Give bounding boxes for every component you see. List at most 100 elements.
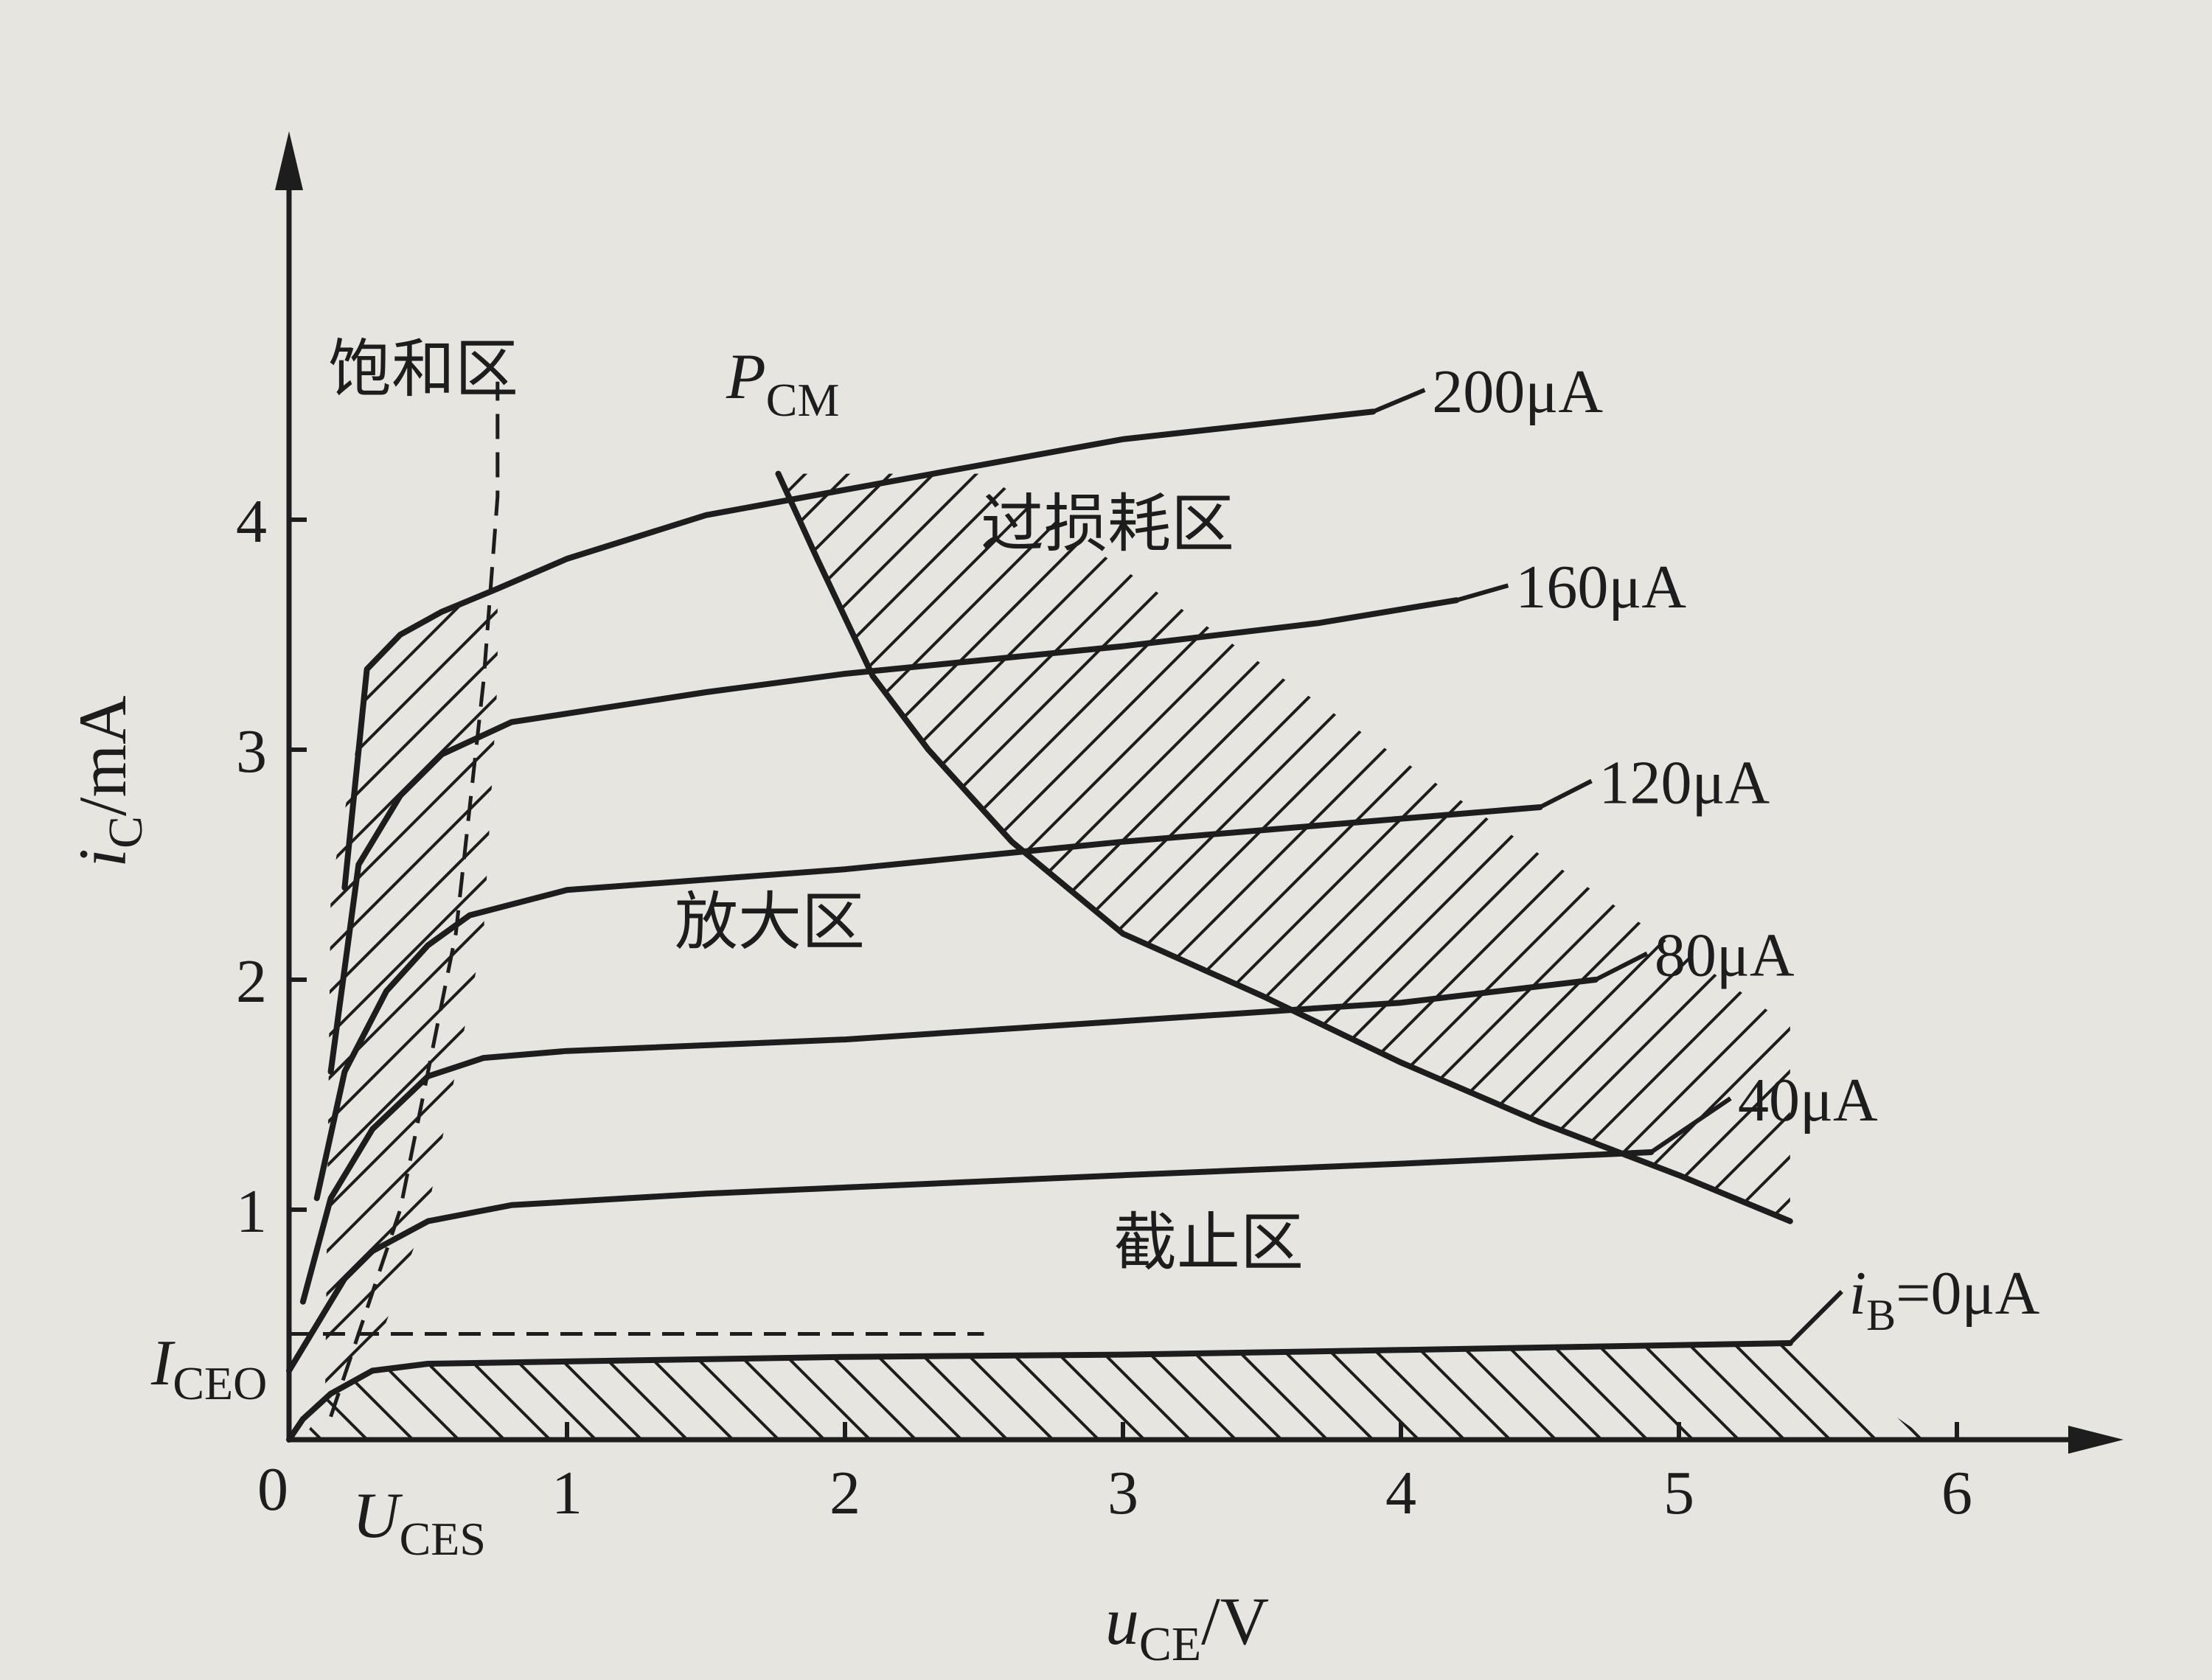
hatch-stroke (302, 1343, 1798, 1440)
uces-label-sub: CES (400, 1513, 486, 1565)
hatch-stroke (302, 1343, 1340, 1440)
hatch-stroke (302, 1343, 1889, 1440)
series-label-leader (1372, 388, 1426, 414)
x-axis-label-main: u (1105, 1583, 1139, 1659)
region-label-amplification: 放大区 (675, 885, 865, 959)
ib-curve-line (299, 977, 1599, 1305)
hatch-stroke (302, 1343, 792, 1440)
origin-label: 0 (257, 1455, 288, 1524)
hatch-stroke (778, 473, 1790, 1221)
iceo-label-main: I (150, 1328, 175, 1399)
hatch-stroke (302, 1343, 1615, 1440)
region-label-saturation: 饱和区 (328, 332, 518, 406)
hatch-stroke (302, 1343, 1066, 1440)
hatch-stroke (302, 1343, 1432, 1440)
hatch-stroke (778, 473, 1790, 1221)
series-label-rest: =0μA (1896, 1259, 2039, 1328)
pcm-curve-line (775, 470, 1793, 1224)
hatch-stroke (302, 1343, 1158, 1440)
axis-ticks: 1 2 3 4 5 6 1 2 3 4 (236, 487, 1972, 1527)
hatch-stroke (302, 1343, 1523, 1440)
hatch-stroke (302, 1343, 1660, 1440)
x-tick-label: 2 (830, 1459, 860, 1527)
series-label-leader (1649, 1096, 1732, 1154)
x-tick-label: 5 (1663, 1459, 1694, 1527)
ib-curve-line (341, 408, 1377, 891)
iceo-label: ICEO (150, 1328, 267, 1409)
series-label: iB=0μA (1849, 1259, 2040, 1339)
hatch-stroke (302, 1343, 1930, 1440)
series-label-leader (1539, 778, 1593, 809)
y-axis-label-unit: /mA (65, 695, 140, 816)
x-axis-label-unit: /V (1201, 1583, 1269, 1659)
hatch-stroke (302, 1343, 1478, 1440)
y-tick-label: 4 (236, 487, 267, 556)
series-label: 200μA (1432, 358, 1603, 426)
series-label-leader (1594, 951, 1649, 982)
hatch-stroke (778, 473, 1790, 1221)
series-label-leader (1455, 583, 1509, 603)
hatch-stroke (778, 473, 1790, 1221)
y-tick-label: 1 (236, 1177, 267, 1246)
hatch-stroke (343, 1343, 1930, 1440)
x-axis-label-sub: CE (1139, 1617, 1201, 1671)
hatch-stroke (778, 473, 1790, 1221)
hatch-stroke (302, 1343, 1386, 1440)
hatch-stroke (302, 1343, 1752, 1440)
uces-label: UCES (352, 1480, 486, 1565)
hatch-stroke (325, 584, 498, 1394)
y-tick-label: 2 (236, 947, 267, 1016)
uces-label-main: U (352, 1480, 403, 1552)
ib-curve-line (286, 1149, 1655, 1374)
hatch-stroke (302, 1343, 1706, 1440)
region-label-cutoff: 截止区 (1113, 1206, 1304, 1280)
hatch-stroke (302, 1343, 1112, 1440)
y-tick-label: 3 (236, 717, 267, 786)
series-label-leader (1788, 1289, 1843, 1345)
hatch-stroke (302, 1343, 1843, 1440)
hatch-stroke (302, 1343, 746, 1440)
axes (275, 131, 2124, 1454)
hatch-stroke (434, 1343, 1930, 1440)
ib-curve-line (327, 597, 1460, 1075)
x-axis-label: uCE/V (1105, 1583, 1269, 1671)
hatch-stroke (302, 1343, 1203, 1440)
ib-curve-line (286, 1340, 1793, 1443)
hatch-stroke (302, 1343, 655, 1440)
y-axis-label-sub: C (99, 816, 153, 848)
x-tick-label: 1 (552, 1459, 582, 1527)
region-label-overloss: 过损耗区 (981, 487, 1234, 561)
x-tick-label: 3 (1107, 1459, 1138, 1527)
hatch-stroke (325, 584, 498, 1394)
hatch-stroke (302, 1343, 1249, 1440)
pcm-label-main: P (726, 341, 766, 413)
saturation-boundary-dashed-line (329, 381, 500, 1418)
series-label-sub: B (1866, 1291, 1896, 1339)
hatch-stroke (778, 473, 1790, 1221)
hatch-stroke (302, 1343, 838, 1440)
hatch-stroke (302, 1343, 929, 1440)
y-axis-label: iC/mA (65, 695, 153, 867)
hatch-stroke (778, 473, 1790, 1221)
hatch-stroke (325, 584, 498, 1394)
hatch-stroke (302, 1343, 975, 1440)
hatch-stroke (302, 1343, 1020, 1440)
hatch-stroke (302, 1343, 700, 1440)
hatch-stroke (302, 1343, 1295, 1440)
guide-lines (289, 381, 984, 1418)
y-axis-label-main: i (65, 848, 140, 868)
ib-curve-line (313, 804, 1543, 1202)
characteristic-curves: iB=0μA 40μA 80μA 120μA 160μA 200μA (286, 358, 2040, 1443)
hatch-stroke (302, 1343, 1930, 1440)
x-tick-label: 4 (1385, 1459, 1416, 1527)
y-axis-arrow (275, 131, 303, 190)
hatch-stroke (302, 1343, 1569, 1440)
hatch-stroke (778, 473, 1790, 1221)
pcm-label-sub: CM (766, 374, 840, 426)
series-label: 120μA (1599, 748, 1770, 817)
